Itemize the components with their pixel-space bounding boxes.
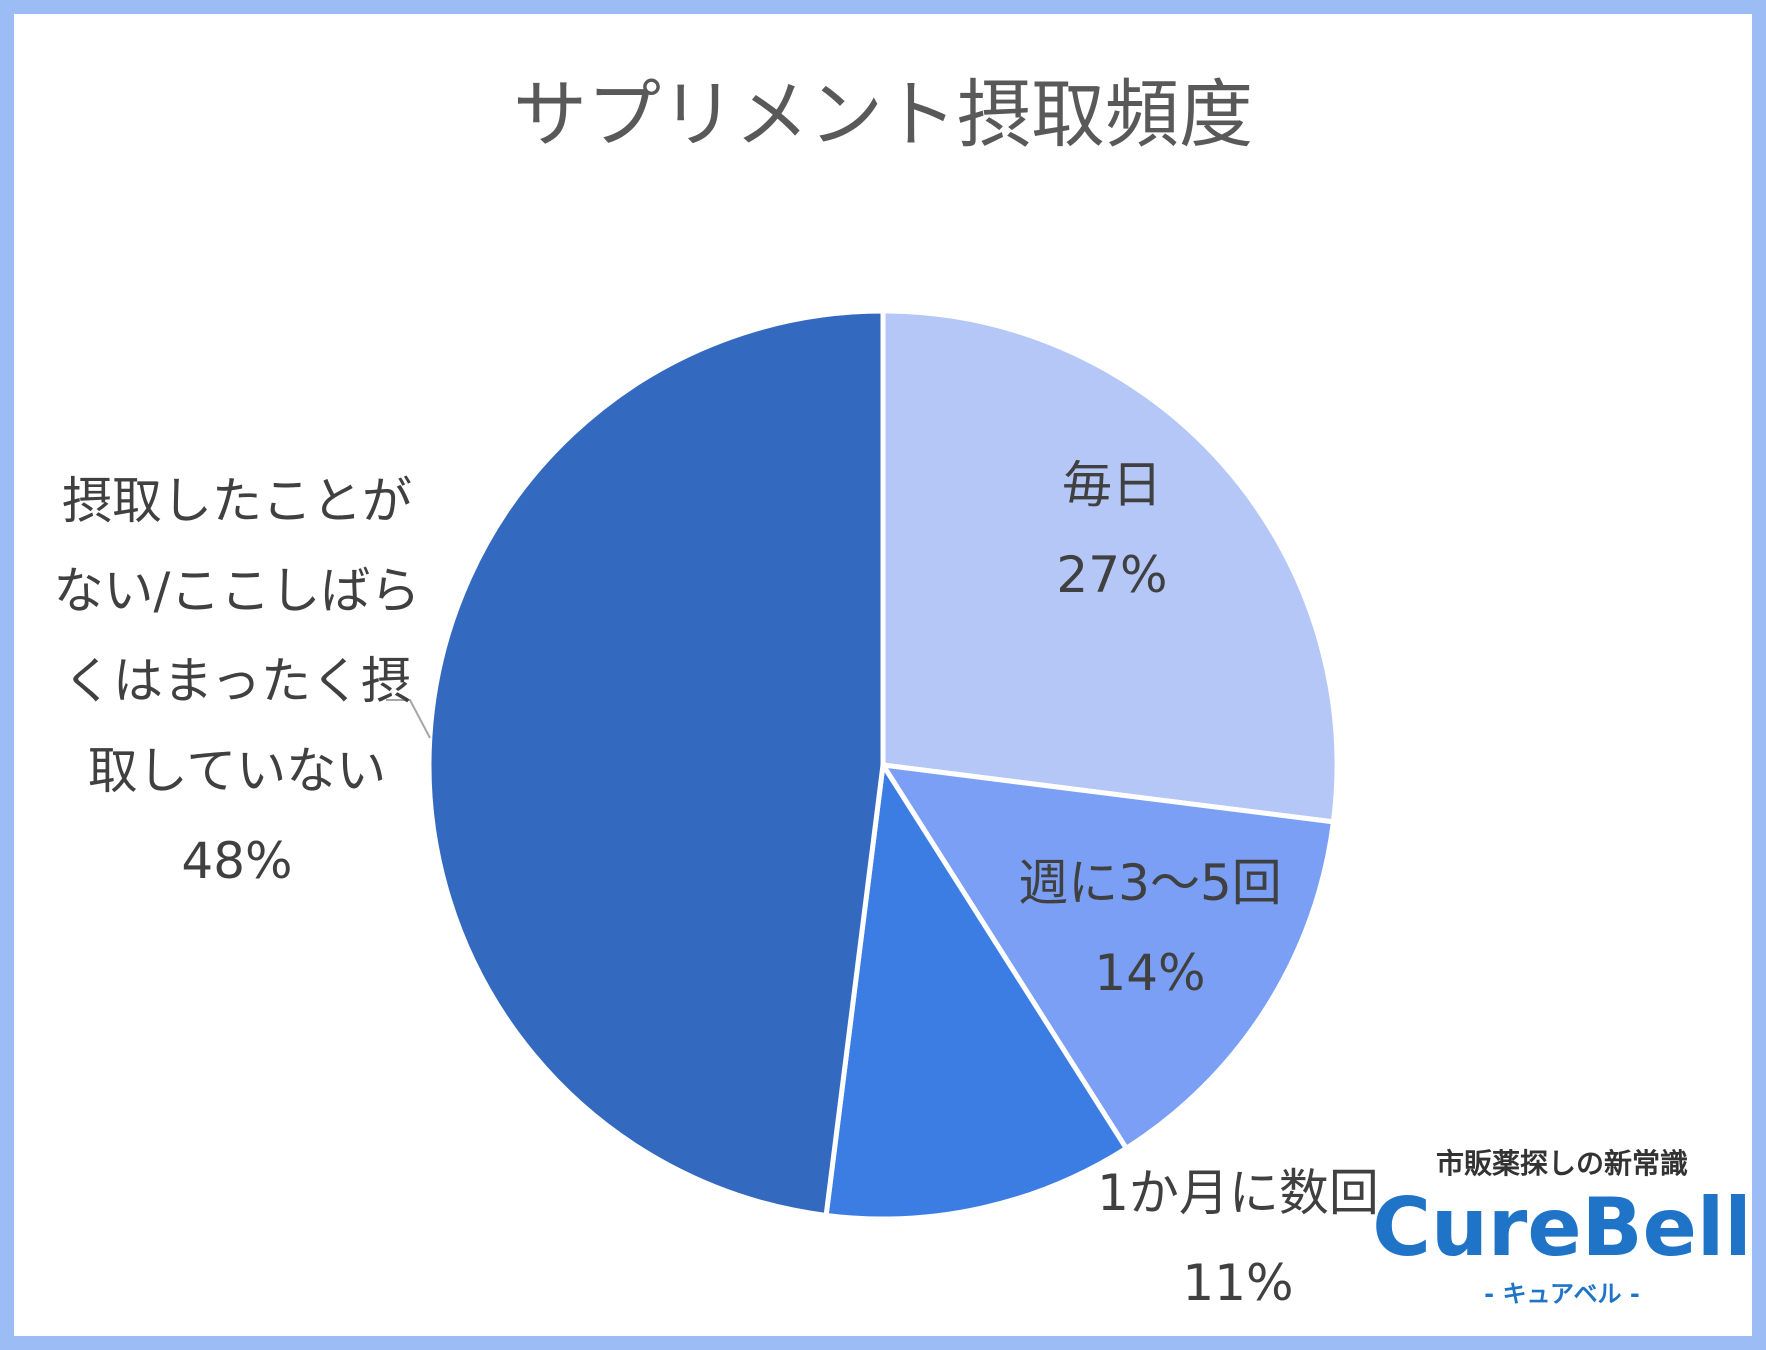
data-label-category-1: 毎日 (1062, 456, 1162, 514)
data-label-category-4: 取していない (88, 742, 387, 800)
data-label-category-3: 1か月に数回 (1097, 1164, 1379, 1222)
data-label-value-1: 27% (1056, 546, 1167, 604)
pie-slices (426, 308, 1340, 1222)
data-label-category-4: ない/ここしばら (54, 562, 421, 620)
pie-slice-2 (880, 762, 1336, 1151)
brand-tagline: 市販薬探しの新常識 (1436, 1147, 1688, 1180)
data-label-category-4: くはまったく摂 (63, 652, 411, 710)
data-label-value-2: 14% (1094, 944, 1205, 1002)
brand-subtext: - キュアベル - (1484, 1280, 1640, 1308)
brand-logo: 市販薬探しの新常識 CureBell - キュアベル - (1372, 1147, 1751, 1308)
pie-slice-4 (426, 308, 886, 1218)
leader-line (386, 699, 431, 739)
chart-title: サプリメント摂取頻度 (513, 72, 1253, 158)
brand-logo-text: CureBell (1372, 1181, 1751, 1274)
data-label-value-4: 48% (181, 832, 292, 890)
pie-slice-3 (823, 762, 1129, 1222)
data-label-category-4: 摂取したことが (62, 472, 412, 530)
data-label-value-3: 11% (1182, 1254, 1293, 1312)
data-label-category-2: 週に3〜5回 (1018, 854, 1282, 912)
pie-slice-1 (880, 308, 1340, 825)
data-labels: 毎日 27% 週に3〜5回 14% 1か月に数回 11% 摂取したことがない/ここしばらくは… (54, 456, 1379, 1312)
